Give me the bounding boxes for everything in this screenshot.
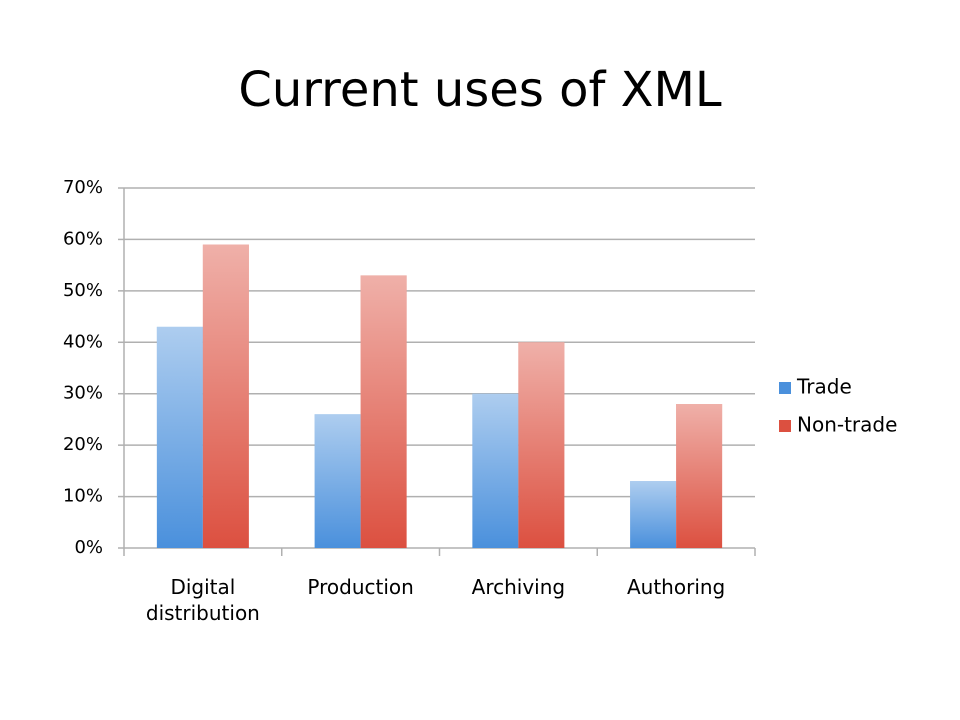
- y-tick-label: 0%: [74, 537, 103, 558]
- x-tick-label: Authoring: [626, 575, 726, 599]
- bar-sheen: [156, 326, 203, 548]
- y-tick-label: 30%: [63, 383, 103, 404]
- legend-label: Non-trade: [797, 413, 897, 437]
- legend-swatch: [779, 420, 791, 432]
- y-tick-label: 10%: [63, 486, 103, 507]
- y-tick-label: 40%: [63, 331, 103, 352]
- y-tick-label: 50%: [63, 280, 103, 301]
- bar-sheen: [630, 481, 677, 548]
- y-tick-label: 20%: [63, 434, 103, 455]
- legend-label: Trade: [796, 375, 852, 399]
- bar-sheen: [518, 342, 565, 548]
- x-tick-label: Digital distribution: [145, 575, 260, 625]
- x-tick-label: Archiving: [471, 575, 566, 599]
- bar-sheen: [360, 275, 407, 548]
- bar-sheen: [314, 414, 361, 548]
- bar-sheen: [676, 404, 723, 548]
- y-tick-label: 70%: [63, 177, 103, 198]
- bar-sheen: [472, 393, 519, 548]
- y-tick-label: 60%: [63, 228, 103, 249]
- x-tick-label: Production: [307, 575, 414, 599]
- bar-sheen: [202, 244, 249, 549]
- chart-title: Current uses of XML: [238, 62, 722, 118]
- legend-swatch: [779, 382, 791, 394]
